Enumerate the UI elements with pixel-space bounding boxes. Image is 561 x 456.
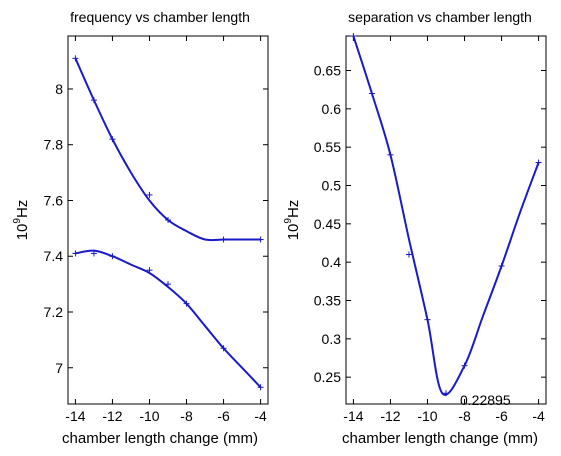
data-point-marker	[183, 300, 190, 307]
data-point-marker	[443, 390, 449, 397]
y-tick-label: 0.25	[314, 369, 341, 385]
x-tick-label: -8	[458, 408, 471, 424]
y-tick-label: 7.2	[44, 304, 64, 320]
y-axis-label-exp: 9	[283, 218, 294, 224]
y-axis-label: 109Hz	[283, 200, 302, 241]
x-axis-label: chamber length change (mm)	[62, 430, 258, 447]
series-markers	[350, 33, 542, 397]
chart-title: separation vs chamber length	[348, 9, 532, 25]
series-markers	[72, 55, 264, 391]
chart-title: frequency vs chamber length	[70, 9, 250, 25]
x-tick-label: -10	[139, 408, 159, 424]
series-line-1	[352, 35, 540, 396]
data-point-marker	[146, 267, 153, 274]
x-tick-labels: -14 -12 -10 -8 -6 -4	[65, 408, 267, 424]
plot-frame	[345, 35, 547, 405]
x-tick-labels: -14 -12 -10 -8 -6 -4	[343, 408, 545, 424]
data-point-marker	[72, 250, 79, 257]
data-point-marker	[165, 281, 171, 288]
separation-chart: separation vs chamber length 0.25 0.3 0.35…	[283, 9, 547, 447]
x-tick-label: -12	[102, 408, 122, 424]
y-axis-label-exp: 9	[12, 218, 23, 224]
data-point-marker	[424, 316, 431, 323]
y-tick-label: 7.4	[44, 248, 64, 264]
y-tick-label: 7.8	[44, 137, 64, 153]
y-axis-label-unit: Hz	[14, 200, 31, 218]
x-axis-label: chamber length change (mm)	[342, 430, 538, 447]
tick-marks	[68, 36, 268, 404]
tick-marks	[346, 36, 546, 404]
data-point-marker	[165, 217, 171, 223]
y-tick-label: 0.6	[322, 101, 342, 117]
data-point-marker	[350, 33, 357, 39]
y-tick-label: 0.45	[314, 216, 341, 232]
min-value-annotation: 0.22895	[460, 392, 511, 408]
x-tick-label: -4	[532, 408, 545, 424]
y-tick-label: 8	[55, 81, 63, 97]
x-tick-label: -14	[65, 408, 85, 424]
data-point-marker	[405, 251, 412, 258]
y-axis-label: 109Hz	[12, 200, 31, 241]
x-tick-label: -6	[217, 408, 230, 424]
x-tick-label: -12	[380, 408, 400, 424]
y-tick-label: 0.5	[322, 178, 342, 194]
data-point-marker	[498, 263, 505, 269]
data-point-marker	[257, 384, 264, 391]
data-point-marker	[257, 236, 264, 243]
data-point-marker	[220, 236, 227, 243]
data-point-marker	[109, 253, 116, 260]
y-tick-label: 0.4	[322, 254, 342, 270]
x-tick-label: -6	[495, 408, 508, 424]
data-point-marker	[146, 191, 153, 198]
data-point-marker	[387, 151, 394, 158]
y-tick-label: 7	[55, 360, 63, 376]
y-axis-label-unit: Hz	[285, 200, 302, 218]
data-point-marker	[72, 55, 79, 62]
y-axis-label-base: 10	[285, 224, 302, 241]
data-point-marker	[535, 159, 542, 166]
data-point-marker	[368, 90, 375, 97]
data-point-marker	[109, 136, 116, 143]
y-tick-label: 0.3	[322, 331, 342, 347]
frequency-chart: frequency vs chamber length 7 7.2 7.4 7.6 7.…	[12, 9, 269, 447]
x-tick-label: -10	[417, 408, 437, 424]
data-point-marker	[461, 362, 468, 369]
x-tick-label: -8	[180, 408, 193, 424]
data-point-marker	[90, 97, 97, 104]
series-lines	[352, 35, 540, 396]
x-tick-label: -4	[254, 408, 267, 424]
y-axis-label-base: 10	[14, 224, 31, 241]
y-tick-label: 0.55	[314, 139, 341, 155]
y-tick-label: 0.35	[314, 293, 341, 309]
data-point-marker	[90, 250, 97, 257]
x-tick-label: -14	[343, 408, 363, 424]
y-tick-label: 7.6	[44, 192, 64, 208]
y-tick-labels: 0.25 0.3 0.35 0.4 0.45 0.5 0.55 0.6 0.65	[314, 63, 341, 386]
y-tick-labels: 7 7.2 7.4 7.6 7.8 8	[44, 81, 64, 376]
y-tick-label: 0.65	[314, 63, 341, 79]
data-point-marker	[220, 345, 227, 352]
